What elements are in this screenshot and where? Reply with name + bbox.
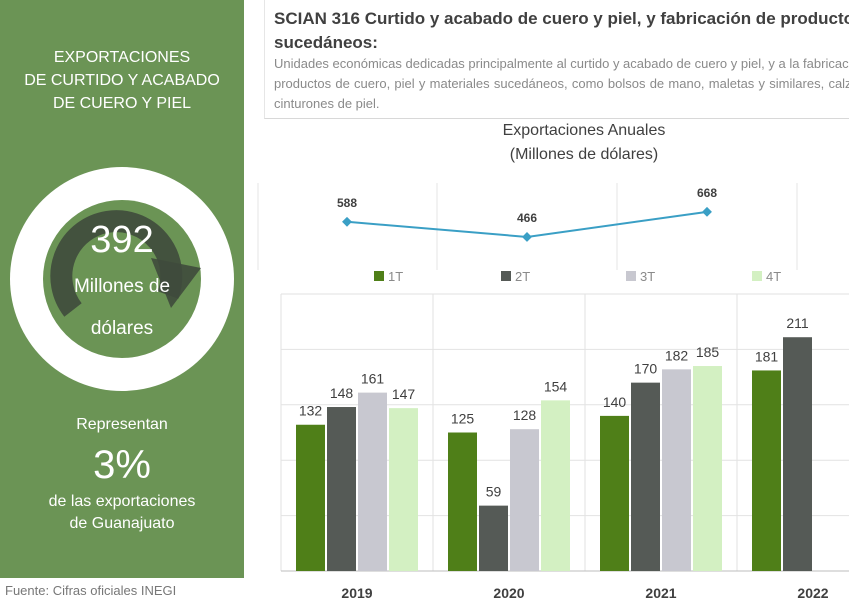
line-point: [522, 231, 532, 242]
bar-value-label: 211: [786, 315, 809, 331]
x-tick-label: 2022: [797, 585, 828, 601]
bar-value-label: 59: [486, 484, 502, 500]
line-point: [342, 216, 352, 227]
bar: [327, 407, 356, 571]
x-tick-label: 2021: [645, 585, 676, 601]
bar: [693, 366, 722, 571]
legend-label: 1T: [388, 269, 403, 284]
legend-swatch: [626, 271, 636, 281]
bar-value-label: 181: [755, 348, 779, 364]
line-point-label: 588: [337, 196, 357, 210]
bar: [662, 369, 691, 571]
legend-swatch: [501, 271, 511, 281]
x-tick-label: 2019: [341, 585, 372, 601]
line-chart-subtitle: (Millones de dólares): [510, 146, 659, 163]
share-text: de las exportaciones de Guanajuato: [0, 491, 244, 535]
bar-value-label: 147: [392, 386, 416, 402]
bar: [783, 337, 812, 571]
bar-value-label: 132: [299, 403, 323, 419]
bar: [510, 429, 539, 571]
legend-label: 3T: [640, 269, 655, 284]
bar: [389, 408, 418, 571]
share-percent: 3%: [93, 443, 151, 487]
header-title-line: SCIAN 316 Curtido y acabado de cuero y p…: [274, 9, 849, 28]
bar-value-label: 185: [696, 344, 720, 360]
bar: [296, 424, 325, 571]
header-description: Unidades económicas dedicadas principalm…: [274, 56, 849, 111]
bar-value-label: 140: [603, 394, 627, 410]
bar: [600, 415, 629, 571]
bar: [631, 382, 660, 571]
share-line: de las exportaciones: [48, 493, 196, 510]
line-chart-title: Exportaciones Anuales: [503, 122, 666, 139]
legend-label: 4T: [766, 269, 781, 284]
bar-value-label: 170: [634, 361, 658, 377]
header-title-line: sucedáneos:: [274, 33, 378, 52]
bar: [358, 392, 387, 571]
bar-value-label: 161: [361, 371, 385, 387]
header-title: SCIAN 316 Curtido y acabado de cuero y p…: [274, 7, 849, 55]
unit-line: dólares: [90, 318, 154, 339]
share-line: de Guanajuato: [69, 515, 175, 532]
source-note: Fuente: Cifras oficiales INEGI: [5, 583, 177, 598]
bar-value-label: 182: [665, 347, 689, 363]
bar: [448, 432, 477, 571]
export-value: 392: [90, 219, 154, 261]
header-box: [264, 0, 849, 119]
bar-value-label: 148: [330, 385, 354, 401]
bar-value-label: 154: [544, 378, 568, 394]
represent-label: Representan: [76, 416, 168, 433]
bar-value-label: 128: [513, 407, 537, 423]
unit-line: Millones de: [73, 276, 171, 297]
bar: [479, 505, 508, 571]
x-tick-label: 2020: [493, 585, 524, 601]
line-point-label: 466: [517, 211, 537, 225]
circular-arrow-icon: [50, 210, 201, 317]
panel-title-line: DE CURTIDO Y ACABADO: [24, 72, 220, 89]
panel-title-line: DE CUERO Y PIEL: [52, 95, 192, 112]
export-unit: Millones de dólares: [0, 266, 244, 350]
legend-label: 2T: [515, 269, 530, 284]
line-point-label: 668: [697, 186, 717, 200]
bar: [541, 400, 570, 571]
bar-value-label: 125: [451, 411, 475, 427]
bar: [752, 370, 781, 571]
panel-title-line: EXPORTACIONES: [53, 49, 191, 66]
legend-swatch: [752, 271, 762, 281]
legend-swatch: [374, 271, 384, 281]
line-point: [702, 206, 712, 217]
panel-title: EXPORTACIONES DE CURTIDO Y ACABADO DE CU…: [0, 46, 244, 115]
